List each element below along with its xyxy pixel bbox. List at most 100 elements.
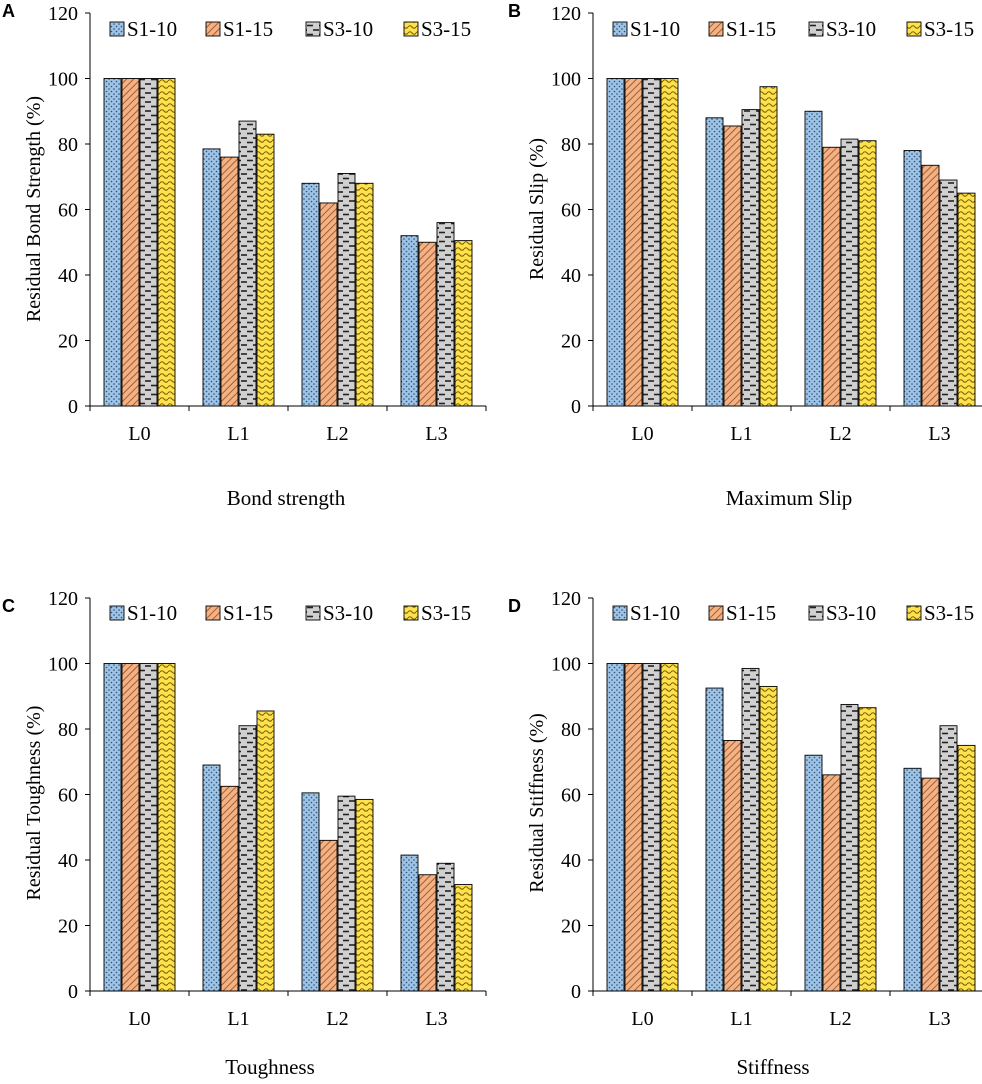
y-tick-label: 20 — [58, 331, 78, 353]
bar-s3-15-l0 — [660, 663, 679, 992]
bar-s1-15-l3 — [921, 164, 940, 407]
bar-s1-10-l0 — [103, 78, 122, 407]
panel-b-letter: B — [508, 1, 521, 21]
bar-s1-10-l3 — [400, 854, 419, 992]
bar-s1-15-l0 — [121, 663, 140, 992]
x-tick-label: L1 — [227, 1008, 249, 1030]
bar-s3-10-l1 — [741, 109, 760, 407]
legend-swatch-s1-15 — [205, 21, 221, 37]
legend: S1-10 S1-15 S3-10 S3-15 — [109, 17, 471, 41]
legend-label-s1-10: S1-10 — [630, 17, 680, 41]
y-tick-label: 80 — [58, 719, 78, 741]
bar-s3-10-l3 — [436, 222, 455, 407]
legend-label-s3-10: S3-10 — [323, 17, 373, 41]
bar-s3-10-l2 — [337, 173, 356, 407]
legend-label-s1-15: S1-15 — [223, 601, 273, 625]
bar-s1-15-l1 — [220, 156, 239, 407]
bar-s3-15-l2 — [355, 798, 374, 992]
bar-s1-15-l3 — [418, 874, 437, 992]
legend-label-s3-10: S3-10 — [826, 17, 876, 41]
y-tick-label: 120 — [48, 3, 78, 25]
legend-label-s3-15: S3-15 — [924, 17, 974, 41]
legend: S1-10 S1-15 S3-10 S3-15 — [109, 601, 471, 625]
y-tick-label: 40 — [58, 265, 78, 287]
legend-swatch-s3-10 — [808, 21, 824, 37]
panel-d: D Stiffness Residual Stiffness (%) 0 20 40… — [508, 588, 982, 1079]
legend-label-s3-15: S3-15 — [421, 17, 471, 41]
bar-s1-15-l0 — [121, 78, 140, 407]
bar-s3-15-l2 — [355, 182, 374, 407]
y-tick-label: 20 — [561, 331, 581, 353]
bar-s1-10-l1 — [705, 117, 724, 407]
y-tick-label: 0 — [68, 981, 78, 1003]
bar-s1-10-l1 — [202, 764, 221, 992]
y-tick-label: 20 — [58, 916, 78, 938]
x-tick-label: L0 — [128, 423, 150, 445]
legend-label-s3-10: S3-10 — [826, 601, 876, 625]
bar-s3-15-l2 — [858, 707, 877, 992]
bar-s1-10-l2 — [301, 182, 320, 407]
panel-b-y-axis-label: Residual Slip (%) — [526, 138, 548, 280]
legend-swatch-s3-10 — [808, 605, 824, 621]
bar-s1-15-l0 — [624, 663, 643, 992]
bar-s1-10-l1 — [202, 148, 221, 407]
bar-s1-15-l2 — [822, 774, 841, 992]
bar-s3-15-l1 — [759, 86, 778, 407]
bar-s1-10-l2 — [804, 110, 823, 407]
legend-swatch-s3-10 — [305, 605, 321, 621]
panel-a-y-axis-label: Residual Bond Strength (%) — [23, 96, 45, 322]
legend-label-s1-15: S1-15 — [726, 601, 776, 625]
y-tick-label: 100 — [551, 654, 581, 676]
bar-s3-10-l2 — [840, 703, 859, 992]
y-tick-label: 60 — [561, 785, 581, 807]
bar-s1-10-l2 — [804, 754, 823, 992]
legend-swatch-s1-15 — [708, 605, 724, 621]
panel-c-letter: C — [2, 596, 15, 616]
x-tick-label: L1 — [227, 423, 249, 445]
y-tick-label: 80 — [561, 134, 581, 156]
y-tick-label: 100 — [551, 69, 581, 91]
bar-s3-10-l3 — [939, 179, 958, 407]
y-tick-label: 40 — [58, 850, 78, 872]
panel-a-caption: Bond strength — [227, 486, 346, 510]
panel-c-caption: Toughness — [225, 1055, 315, 1079]
x-tick-label: L3 — [425, 1008, 447, 1030]
legend-label-s3-10: S3-10 — [323, 601, 373, 625]
legend-label-s3-15: S3-15 — [924, 601, 974, 625]
legend-swatch-s1-15 — [205, 605, 221, 621]
bar-s3-10-l1 — [741, 667, 760, 992]
bar-s3-10-l2 — [337, 795, 356, 992]
panel-c-y-axis-label: Residual Toughness (%) — [23, 706, 45, 901]
y-tick-label: 0 — [571, 981, 581, 1003]
bar-s3-10-l3 — [939, 725, 958, 992]
bar-s3-15-l3 — [454, 240, 473, 407]
x-tick-label: L0 — [631, 423, 653, 445]
bar-s3-10-l2 — [840, 138, 859, 407]
y-tick-label: 40 — [561, 850, 581, 872]
x-tick-label: L1 — [730, 423, 752, 445]
y-tick-label: 60 — [561, 200, 581, 222]
bar-s3-15-l3 — [454, 884, 473, 992]
legend-swatch-s1-10 — [612, 605, 628, 621]
bar-s1-10-l0 — [606, 78, 625, 407]
bar-s1-15-l1 — [723, 125, 742, 407]
legend-swatch-s1-15 — [708, 21, 724, 37]
panel-b-caption: Maximum Slip — [726, 486, 853, 510]
x-tick-label: L2 — [326, 423, 348, 445]
y-tick-label: 60 — [58, 200, 78, 222]
bar-s3-15-l3 — [957, 744, 976, 992]
legend: S1-10 S1-15 S3-10 S3-15 — [612, 17, 974, 41]
bar-s1-15-l2 — [319, 839, 338, 992]
bar-s1-15-l0 — [624, 78, 643, 407]
bar-s1-10-l3 — [400, 235, 419, 407]
bar-s3-10-l1 — [238, 120, 257, 407]
bar-s3-15-l2 — [858, 140, 877, 407]
bar-s3-10-l0 — [139, 663, 158, 992]
y-tick-label: 80 — [58, 134, 78, 156]
bar-s3-15-l0 — [157, 663, 176, 992]
bar-s3-15-l3 — [957, 192, 976, 407]
y-tick-label: 80 — [561, 719, 581, 741]
y-tick-label: 120 — [551, 588, 581, 610]
legend-swatch-s3-15 — [906, 21, 922, 37]
